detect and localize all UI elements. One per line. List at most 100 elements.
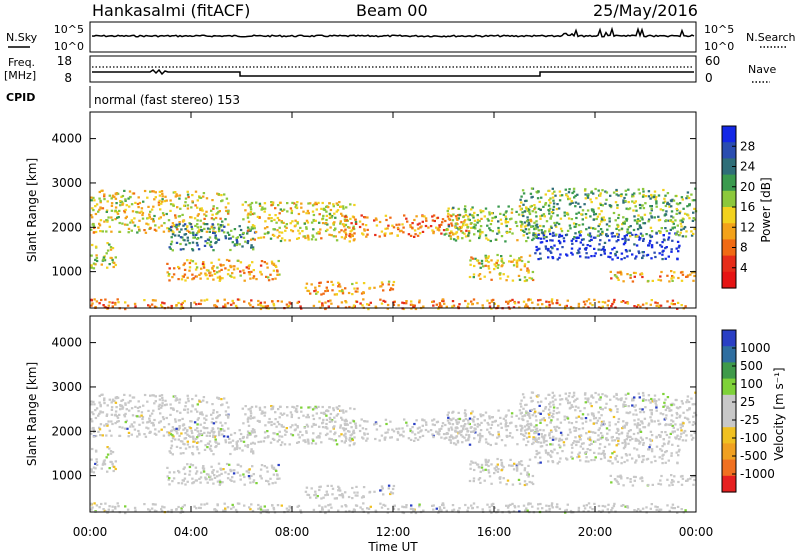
power-cell	[224, 218, 227, 221]
power-cell	[465, 223, 469, 226]
velocity-cell	[233, 432, 237, 435]
velocity-cell	[574, 436, 577, 439]
power-cell	[471, 214, 474, 217]
velocity-cell	[629, 429, 632, 432]
velocity-cell	[409, 428, 412, 431]
velocity-cell	[183, 504, 186, 507]
power-cell	[547, 204, 551, 207]
velocity-cell	[174, 418, 177, 421]
velocity-cell	[353, 436, 356, 439]
velocity-cell	[653, 420, 656, 423]
velocity-cell	[92, 428, 96, 431]
velocity-cell	[551, 461, 555, 464]
power-cell	[366, 228, 369, 231]
velocity-cell	[218, 414, 221, 417]
velocity-cell	[154, 400, 157, 403]
power-cell	[682, 227, 685, 230]
power-cell	[124, 198, 127, 201]
power-cell	[628, 207, 632, 210]
power-cell	[338, 201, 341, 204]
velocity-cell	[661, 462, 664, 465]
velocity-cell	[474, 461, 477, 464]
velocity-cell	[170, 444, 174, 447]
velocity-cell	[615, 479, 618, 482]
power-cell	[93, 199, 96, 202]
velocity-cell	[314, 405, 317, 408]
power-cell	[183, 239, 186, 242]
velocity-cell	[92, 413, 95, 416]
power-cell	[600, 220, 603, 223]
power-cell	[305, 219, 309, 222]
velocity-cell	[581, 447, 585, 450]
velocity-cell	[571, 395, 574, 399]
power-cell	[531, 210, 534, 213]
velocity-cell	[358, 424, 362, 427]
velocity-cell	[548, 507, 551, 510]
power-cell	[179, 207, 182, 210]
velocity-cell	[101, 411, 105, 414]
power-cell	[575, 237, 578, 240]
power-cell	[597, 189, 600, 192]
velocity-cell	[679, 423, 682, 426]
velocity-cell	[575, 427, 578, 430]
power-cell	[225, 209, 228, 212]
velocity-cell	[601, 436, 604, 439]
velocity-cell	[519, 412, 522, 415]
velocity-cell	[229, 468, 232, 471]
velocity-cell	[683, 430, 687, 433]
velocity-cell	[103, 397, 106, 400]
power-cell	[552, 208, 555, 211]
velocity-cell	[504, 415, 507, 418]
power-cell	[194, 204, 197, 207]
power-cell	[540, 214, 544, 217]
velocity-cell	[556, 418, 559, 421]
velocity-cell	[374, 437, 377, 441]
power-cell	[398, 223, 401, 226]
power-cell	[147, 304, 150, 307]
velocity-cell	[318, 504, 321, 507]
velocity-cell	[544, 434, 547, 437]
power-cell	[386, 227, 389, 230]
velocity-cell	[543, 440, 546, 443]
velocity-cell	[107, 420, 110, 423]
velocity-cell	[304, 490, 308, 493]
velocity-cell	[471, 461, 475, 464]
power-cell	[476, 302, 479, 305]
power-cell	[97, 210, 100, 213]
velocity-cell	[288, 443, 291, 446]
power-cell	[126, 223, 129, 226]
power-cell	[474, 257, 477, 260]
power-cell	[136, 211, 139, 214]
power-cell	[344, 235, 347, 238]
velocity-cell	[232, 469, 235, 472]
velocity-cell	[168, 431, 171, 434]
velocity-cell	[456, 439, 460, 442]
velocity-cell	[247, 433, 250, 436]
power-cell	[638, 251, 641, 255]
velocity-cell	[278, 438, 281, 441]
power-cell	[338, 231, 341, 234]
power-cell	[227, 202, 230, 205]
velocity-cell	[101, 434, 104, 437]
velocity-cell	[414, 511, 418, 515]
velocity-cell	[627, 430, 631, 433]
power-cell	[479, 230, 482, 233]
power-cell	[137, 225, 140, 229]
power-cell	[687, 196, 691, 200]
power-cell	[242, 218, 245, 221]
power-cell	[350, 222, 353, 225]
power-cell	[558, 256, 561, 259]
power-cell	[679, 219, 682, 222]
velocity-cell	[638, 423, 641, 426]
velocity-cell	[671, 503, 675, 506]
velocity-cell	[290, 415, 293, 419]
power-cell	[157, 226, 161, 229]
power-cell	[526, 209, 530, 212]
power-cell	[118, 221, 121, 225]
power-cell	[606, 234, 609, 237]
velocity-cell	[585, 451, 588, 454]
velocity-cell	[591, 508, 594, 511]
velocity-cell	[686, 409, 689, 412]
velocity-cell	[581, 413, 585, 416]
power-cell	[200, 207, 203, 210]
